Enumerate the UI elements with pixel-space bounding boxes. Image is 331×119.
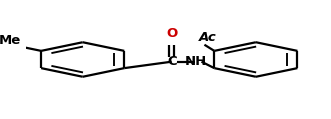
- Text: NH: NH: [185, 55, 207, 68]
- Text: Me: Me: [0, 34, 21, 47]
- Text: Ac: Ac: [199, 31, 216, 44]
- Text: O: O: [166, 27, 177, 40]
- Text: C: C: [167, 55, 176, 68]
